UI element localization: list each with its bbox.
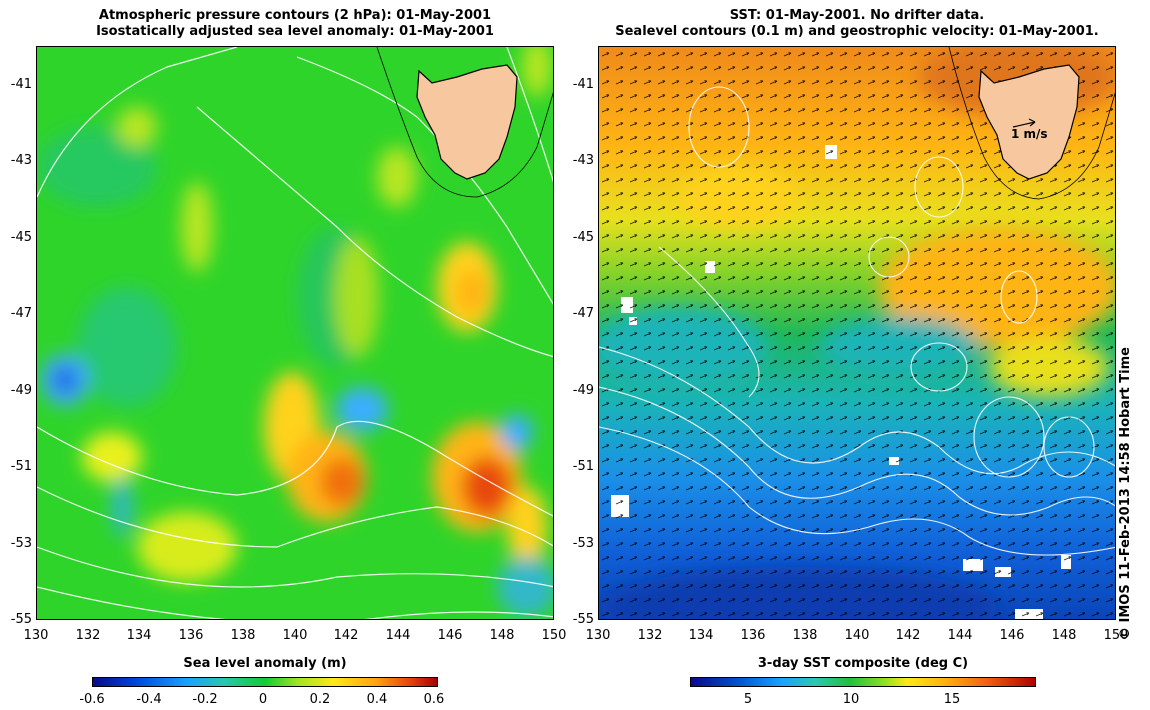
left-x-tick-label: 148 xyxy=(489,628,515,643)
right-colorbar-tick: 5 xyxy=(743,692,753,707)
right-x-tick-label: 150 xyxy=(1103,628,1129,643)
tasmania-landmass xyxy=(416,64,518,180)
left-y-tick-label: -47 xyxy=(10,306,32,321)
right-y-tick-label: -47 xyxy=(572,306,594,321)
right-x-tick-label: 146 xyxy=(999,628,1025,643)
left-x-tick-label: 130 xyxy=(23,628,49,643)
right-colorbar-label: 3-day SST composite (deg C) xyxy=(757,656,969,671)
sst-velocity-map[interactable]: 1 m/s xyxy=(598,46,1116,620)
velocity-scale-label: 1 m/s xyxy=(1011,127,1048,141)
sea-level-anomaly-colorbar xyxy=(92,677,438,687)
right-colorbar-tick: 10 xyxy=(842,692,860,707)
left-colorbar-tick: -0.6 xyxy=(79,692,105,707)
left-map-title: Atmospheric pressure contours (2 hPa): 0… xyxy=(98,8,492,23)
velocity-scale-arrow xyxy=(1012,118,1036,128)
left-colorbar-label: Sea level anomaly (m) xyxy=(183,656,347,671)
left-x-tick-label: 134 xyxy=(126,628,152,643)
right-y-tick-label: -53 xyxy=(572,536,594,551)
right-x-tick-label: 130 xyxy=(585,628,611,643)
right-x-tick-label: 140 xyxy=(844,628,870,643)
left-x-tick-label: 146 xyxy=(437,628,463,643)
right-map-title: SST: 01-May-2001. No drifter data. xyxy=(729,8,985,23)
left-x-tick-label: 144 xyxy=(385,628,411,643)
right-y-tick-label: -55 xyxy=(572,612,594,627)
left-colorbar-tick: -0.2 xyxy=(192,692,218,707)
left-map-subtitle: Isostatically adjusted sea level anomaly… xyxy=(96,24,494,39)
right-y-tick-label: -49 xyxy=(572,383,594,398)
left-x-tick-label: 132 xyxy=(75,628,101,643)
right-x-tick-label: 136 xyxy=(740,628,766,643)
right-y-tick-label: -51 xyxy=(572,459,594,474)
copyright-label: © IMOS 11-Feb-2013 14:58 Hobart Time xyxy=(1118,347,1133,640)
left-x-tick-label: 140 xyxy=(282,628,308,643)
left-y-tick-label: -45 xyxy=(10,230,32,245)
left-x-tick-label: 142 xyxy=(333,628,359,643)
left-x-tick-label: 138 xyxy=(230,628,256,643)
right-x-tick-label: 132 xyxy=(637,628,663,643)
left-colorbar-tick: 0.6 xyxy=(423,692,445,707)
right-y-tick-label: -45 xyxy=(572,230,594,245)
left-y-tick-label: -43 xyxy=(10,153,32,168)
left-x-tick-label: 136 xyxy=(178,628,204,643)
sst-field xyxy=(599,47,1115,619)
left-y-tick-label: -41 xyxy=(10,77,32,92)
left-colorbar-tick: 0.4 xyxy=(366,692,388,707)
left-x-tick-label: 150 xyxy=(541,628,567,643)
left-y-tick-label: -53 xyxy=(10,536,32,551)
right-x-tick-label: 138 xyxy=(792,628,818,643)
right-x-tick-label: 144 xyxy=(947,628,973,643)
right-x-tick-label: 134 xyxy=(688,628,714,643)
left-colorbar-tick: 0 xyxy=(258,692,268,707)
right-map-subtitle: Sealevel contours (0.1 m) and geostrophi… xyxy=(615,24,1099,39)
left-y-tick-label: -51 xyxy=(10,459,32,474)
right-x-tick-label: 142 xyxy=(895,628,921,643)
left-y-tick-label: -55 xyxy=(10,612,32,627)
sea-level-anomaly-map[interactable] xyxy=(36,46,554,620)
right-colorbar-tick: 15 xyxy=(943,692,961,707)
left-colorbar-tick: -0.4 xyxy=(136,692,162,707)
sea-level-anomaly-field xyxy=(37,47,553,619)
right-y-tick-label: -41 xyxy=(572,77,594,92)
tasmania-landmass xyxy=(978,64,1080,180)
right-x-tick-label: 148 xyxy=(1051,628,1077,643)
left-y-tick-label: -49 xyxy=(10,383,32,398)
sst-colorbar xyxy=(690,677,1036,687)
right-y-tick-label: -43 xyxy=(572,153,594,168)
left-colorbar-tick: 0.2 xyxy=(309,692,331,707)
